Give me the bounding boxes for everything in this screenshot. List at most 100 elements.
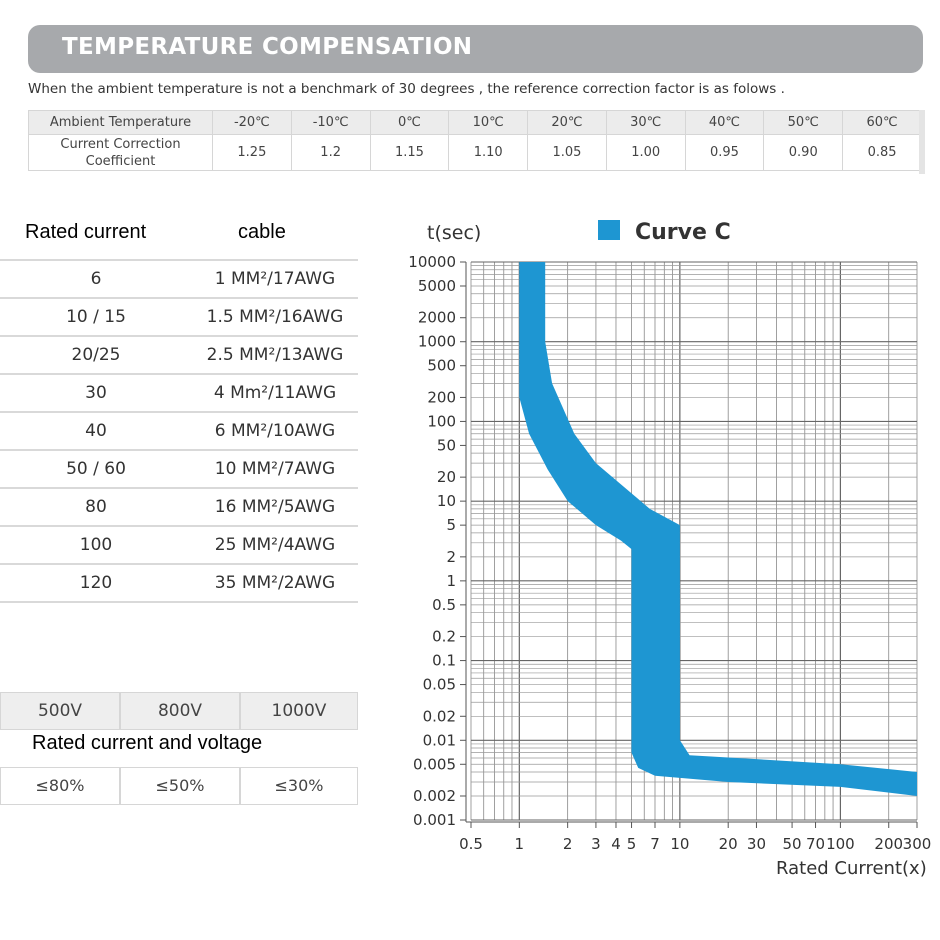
voltage-cell: 1000V — [240, 692, 358, 730]
row-label: Current Correction Coefficient — [28, 134, 213, 171]
x-axis-label: Rated Current(x) — [776, 858, 927, 879]
y-axis-label: t(sec) — [427, 222, 481, 244]
row-label: Ambient Temperature — [28, 110, 213, 135]
y-tick-label: 0.001 — [413, 811, 456, 829]
table-row: 30 4 Mm²/11AWG — [0, 373, 358, 411]
x-tick-label: 3 — [591, 835, 601, 853]
x-tick-label: 5 — [627, 835, 637, 853]
current-cell: 10 / 15 — [66, 307, 126, 327]
voltage-cell: 500V — [0, 692, 120, 730]
y-tick-label: 10000 — [408, 253, 456, 271]
cable-cell: 6 MM²/10AWG — [214, 421, 336, 441]
current-cell: 6 — [90, 269, 102, 289]
temperature-table: Ambient Temperature -20℃ -10℃ 0℃ 10℃ 20℃… — [28, 110, 922, 171]
y-tick-label: 50 — [437, 436, 456, 454]
y-tick-label: 0.002 — [413, 787, 456, 805]
y-tick-label: 1000 — [418, 333, 456, 351]
legend-swatch — [598, 220, 620, 240]
current-cell: 20/25 — [71, 345, 121, 365]
table-row: 10 / 15 1.5 MM²/16AWG — [0, 297, 358, 335]
table-row: Ambient Temperature -20℃ -10℃ 0℃ 10℃ 20℃… — [28, 110, 922, 135]
axes — [465, 262, 917, 823]
cable-cell: 4 Mm²/11AWG — [213, 383, 337, 403]
x-tick-label: 1 — [515, 835, 525, 853]
temp-cell: -20℃ — [212, 110, 292, 135]
x-tick-label: 7 — [650, 835, 660, 853]
percent-cell: ≤80% — [0, 767, 120, 805]
table-row: 20/25 2.5 MM²/13AWG — [0, 335, 358, 373]
temp-cell: 20℃ — [527, 110, 607, 135]
y-tick-label: 0.02 — [423, 707, 456, 725]
voltage-table-label: Rated current and voltage — [32, 732, 263, 754]
temp-cell: 50℃ — [763, 110, 844, 135]
table-row: 6 1 MM²/17AWG — [0, 259, 358, 297]
temp-cell: 40℃ — [684, 110, 765, 135]
coef-cell: 1.00 — [605, 134, 686, 171]
coef-cell: 1.25 — [212, 134, 292, 171]
x-tick-label: 200 — [874, 835, 903, 853]
current-cell: 40 — [85, 421, 107, 441]
y-tick-label: 0.05 — [423, 676, 456, 694]
y-tick-label: 500 — [427, 357, 456, 375]
y-tick-label: 2 — [446, 548, 456, 566]
cable-cell: 35 MM²/2AWG — [214, 573, 336, 593]
x-tick-label: 50 — [783, 835, 802, 853]
x-tick-label: 20 — [719, 835, 738, 853]
y-tick-label: 20 — [437, 468, 456, 486]
temp-cell: 0℃ — [369, 110, 450, 135]
y-tick-label: 2000 — [418, 309, 456, 327]
y-tick-label: 0.2 — [432, 628, 456, 646]
table-row: 120 35 MM²/2AWG — [0, 563, 358, 603]
table-edge-shadow — [919, 110, 925, 174]
x-tick-label: 100 — [826, 835, 855, 853]
y-tick-label: 100 — [427, 412, 456, 430]
temp-cell: -10℃ — [290, 110, 371, 135]
x-tick-label: 300 — [903, 835, 932, 853]
table-row: 100 25 MM²/4AWG — [0, 525, 358, 563]
x-tick-label: 4 — [611, 835, 621, 853]
y-tick-label: 10 — [437, 492, 456, 510]
coef-cell: 0.90 — [763, 134, 844, 171]
coef-cell: 1.05 — [527, 134, 607, 171]
current-cell: 50 / 60 — [66, 459, 126, 479]
table-row: 50 / 60 10 MM²/7AWG — [0, 449, 358, 487]
intro-text: When the ambient temperature is not a be… — [28, 81, 785, 97]
cable-cell: 25 MM²/4AWG — [214, 535, 336, 555]
temp-cell: 60℃ — [842, 110, 922, 135]
x-tick-label: 70 — [806, 835, 825, 853]
tick-labels: 10000 5000 2000 1000 500 200 100 50 20 10 5 2 1 0.5 0.… — [408, 253, 931, 853]
legend-label: Curve C — [635, 220, 731, 245]
x-tick-label: 2 — [563, 835, 573, 853]
temp-cell: 30℃ — [605, 110, 686, 135]
table-row: 40 6 MM²/10AWG — [0, 411, 358, 449]
temp-cell: 10℃ — [448, 110, 529, 135]
current-cell: 100 — [79, 535, 113, 555]
x-tick-label: 30 — [747, 835, 766, 853]
y-tick-label: 200 — [427, 388, 456, 406]
y-tick-label: 0.1 — [432, 652, 456, 670]
voltage-cell: 800V — [120, 692, 240, 730]
current-cell: 120 — [79, 573, 113, 593]
y-tick-label: 0.005 — [413, 755, 456, 773]
cable-header: cable — [238, 221, 286, 243]
y-tick-label: 0.5 — [432, 596, 456, 614]
cable-cell: 1 MM²/17AWG — [214, 269, 336, 289]
row-label-line: Coefficient — [85, 153, 156, 169]
cable-cell: 16 MM²/5AWG — [214, 497, 336, 517]
coef-cell: 0.95 — [684, 134, 765, 171]
percent-cell: ≤50% — [120, 767, 240, 805]
y-tick-label: 5000 — [418, 277, 456, 295]
current-cell: 30 — [85, 383, 107, 403]
section-banner: TEMPERATURE COMPENSATION — [28, 25, 923, 73]
cable-cell: 10 MM²/7AWG — [214, 459, 336, 479]
y-tick-label: 5 — [446, 516, 456, 534]
coef-cell: 0.85 — [842, 134, 922, 171]
table-row: 80 16 MM²/5AWG — [0, 487, 358, 525]
section-title: TEMPERATURE COMPENSATION — [62, 34, 473, 60]
trip-curve-chart: 10000 5000 2000 1000 500 200 100 50 20 10 5 2 1 0.5 0.… — [408, 220, 931, 879]
x-tick-label: 10 — [670, 835, 689, 853]
current-cell: 80 — [85, 497, 107, 517]
y-tick-label: 0.01 — [423, 731, 456, 749]
percent-cell: ≤30% — [240, 767, 358, 805]
